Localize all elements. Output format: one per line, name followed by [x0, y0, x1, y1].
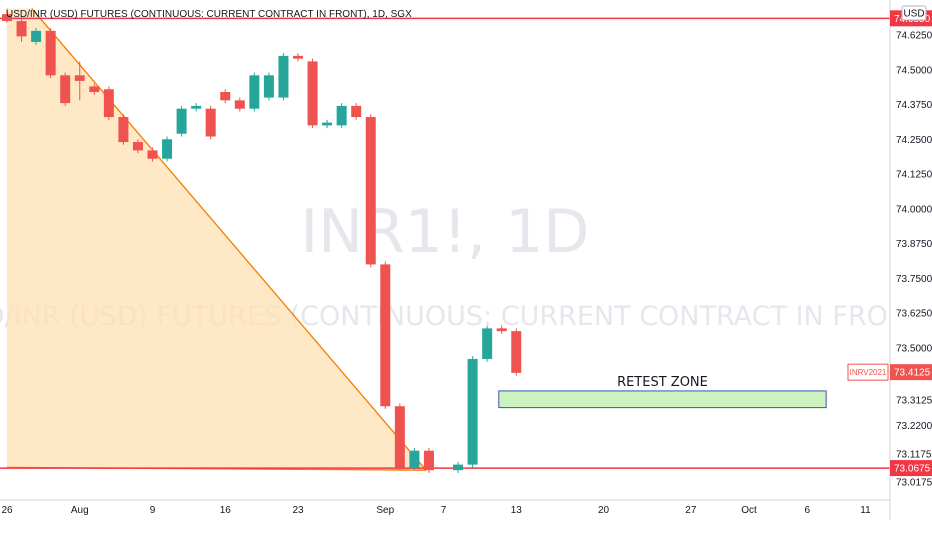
y-tick-label: 73.0175 [896, 478, 932, 489]
y-tick-label: 73.2200 [896, 421, 932, 432]
y-tick-label: 74.1250 [896, 170, 932, 181]
candle-body [234, 100, 245, 109]
symbol-tag-label: INRV2021 [850, 368, 887, 377]
x-tick-label: Sep [376, 505, 394, 516]
candle-body [176, 108, 187, 134]
watermark-symbol: INR1!, 1D [300, 197, 589, 267]
candle-body [249, 75, 260, 109]
candle-body [45, 30, 56, 76]
candle-body [220, 92, 231, 101]
candle-body [307, 61, 318, 126]
y-tick-label: 74.0000 [896, 204, 932, 215]
x-tick-label: 6 [804, 505, 810, 516]
trend-triangle-fill [7, 8, 427, 471]
level-price-label-bg [890, 460, 932, 477]
x-tick-label: 23 [292, 505, 304, 516]
candle-body [205, 108, 216, 137]
price-axis-bg [890, 0, 932, 550]
candle-body [2, 14, 12, 22]
candle-body [351, 105, 362, 118]
currency-badge[interactable] [901, 5, 927, 21]
candle-body [162, 139, 173, 159]
x-tick-label: 26 [1, 505, 13, 516]
candle-body [496, 328, 507, 332]
x-tick-label: 27 [685, 505, 697, 516]
x-tick-label: 13 [511, 505, 523, 516]
chart-title: USD/INR (USD) FUTURES (CONTINUOUS: CURRE… [6, 9, 412, 20]
y-tick-label: 73.8750 [896, 239, 932, 250]
y-tick-label: 73.1175 [896, 450, 932, 461]
level-price-label: 73.0675 [894, 464, 931, 475]
candle-body [103, 89, 114, 118]
candle-body [293, 55, 303, 59]
candle-body [482, 328, 493, 359]
y-tick-label: 74.6250 [896, 31, 932, 42]
candle-body [322, 122, 333, 126]
y-tick-label: 73.6250 [896, 309, 932, 320]
currency-badge-label: USD [903, 9, 924, 20]
y-tick-label: 73.7500 [896, 274, 932, 285]
candle-body [60, 75, 71, 104]
candle-body [147, 150, 158, 159]
x-tick-label: Oct [741, 505, 757, 516]
candle-body [118, 117, 129, 143]
candle-body [423, 450, 434, 471]
candle-body [132, 142, 143, 151]
candle-body [394, 406, 405, 468]
candle-body [380, 264, 391, 407]
y-tick-label: 74.2500 [896, 135, 932, 146]
symbol-tag-bg [847, 363, 889, 381]
candle-body [511, 331, 522, 373]
candle-body [89, 86, 100, 93]
candle-body [278, 55, 289, 98]
x-tick-label: Aug [71, 505, 89, 516]
x-tick-label: 16 [220, 505, 232, 516]
last-price-label-bg [890, 364, 932, 381]
candle-body [365, 117, 376, 265]
candle-body [191, 105, 202, 109]
candle-body [16, 21, 27, 37]
candle-body [31, 30, 42, 42]
last-price-label: 73.4125 [894, 368, 931, 379]
candle-body [453, 464, 464, 471]
candle-body [336, 105, 347, 126]
x-tick-label: 20 [598, 505, 610, 516]
candle-body [263, 75, 274, 98]
y-tick-label: 74.3750 [896, 100, 932, 111]
retest-zone-label: RETEST ZONE [617, 375, 708, 390]
x-tick-label: 7 [441, 505, 447, 516]
y-tick-label: 73.5000 [896, 343, 932, 354]
trend-line-descending[interactable] [31, 8, 427, 471]
y-tick-label: 73.3125 [896, 395, 932, 406]
retest-zone-rect[interactable] [498, 390, 827, 409]
candle-body [409, 450, 420, 468]
y-tick-label: 74.5000 [896, 65, 932, 76]
x-tick-label: 9 [150, 505, 156, 516]
x-tick-label: 11 [860, 505, 871, 516]
candle-body [467, 358, 478, 465]
candle-body [74, 75, 85, 81]
